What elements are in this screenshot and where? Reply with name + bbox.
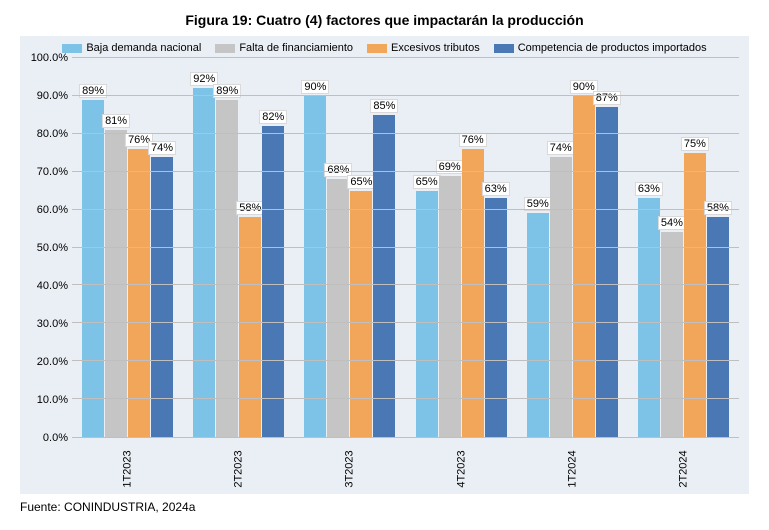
bar: 74% xyxy=(151,157,173,437)
bar-value-label: 90% xyxy=(301,80,329,94)
legend-swatch xyxy=(367,44,387,53)
bar: 74% xyxy=(550,157,572,437)
legend-label: Excesivos tributos xyxy=(391,42,480,54)
gridline xyxy=(72,95,739,96)
bar-value-label: 75% xyxy=(681,137,709,151)
y-tick-label: 0.0% xyxy=(43,432,68,444)
x-tick-label: 1T2023 xyxy=(103,413,153,524)
bar: 90% xyxy=(573,96,595,437)
bar: 58% xyxy=(707,217,729,437)
gridline xyxy=(72,57,739,58)
bar: 87% xyxy=(596,107,618,437)
y-axis: 0.0%10.0%20.0%30.0%40.0%50.0%60.0%70.0%8… xyxy=(30,58,72,438)
bar: 65% xyxy=(416,191,438,437)
x-tick-label: 2T2023 xyxy=(214,413,264,524)
bar-group: 59%74%90%87% xyxy=(517,58,628,437)
y-tick-label: 10.0% xyxy=(37,394,68,406)
bar-group: 63%54%75%58% xyxy=(628,58,739,437)
gridline xyxy=(72,360,739,361)
legend-item: Excesivos tributos xyxy=(367,42,480,54)
bar-value-label: 54% xyxy=(658,216,686,230)
legend: Baja demanda nacional Falta de financiami… xyxy=(30,42,739,54)
bar-group: 65%69%76%63% xyxy=(406,58,517,437)
y-tick-label: 30.0% xyxy=(37,318,68,330)
bar: 89% xyxy=(82,100,104,437)
x-tick-label: 3T2023 xyxy=(325,413,375,524)
y-tick-label: 80.0% xyxy=(37,128,68,140)
bar-value-label: 87% xyxy=(593,91,621,105)
bar: 82% xyxy=(262,126,284,437)
legend-label: Competencia de productos importados xyxy=(518,42,707,54)
gridline xyxy=(72,209,739,210)
legend-swatch xyxy=(494,44,514,53)
chart-title: Figura 19: Cuatro (4) factores que impac… xyxy=(20,12,749,28)
bar-group: 90%68%65%85% xyxy=(294,58,405,437)
bar-value-label: 74% xyxy=(547,141,575,155)
bar-value-label: 63% xyxy=(482,182,510,196)
bar-value-label: 74% xyxy=(148,141,176,155)
bar-value-label: 82% xyxy=(259,110,287,124)
gridline xyxy=(72,171,739,172)
y-tick-label: 90.0% xyxy=(37,90,68,102)
bar-value-label: 63% xyxy=(635,182,663,196)
legend-item: Baja demanda nacional xyxy=(62,42,201,54)
chart-area: Baja demanda nacional Falta de financiami… xyxy=(20,36,749,494)
legend-label: Falta de financiamiento xyxy=(239,42,353,54)
bar: 92% xyxy=(193,88,215,437)
y-tick-label: 60.0% xyxy=(37,204,68,216)
gridline xyxy=(72,322,739,323)
bar-value-label: 65% xyxy=(413,175,441,189)
y-tick-label: 70.0% xyxy=(37,166,68,178)
x-tick-label: 4T2023 xyxy=(436,413,486,524)
y-tick-label: 40.0% xyxy=(37,280,68,292)
gridline xyxy=(72,247,739,248)
legend-item: Falta de financiamiento xyxy=(215,42,353,54)
bar: 54% xyxy=(661,232,683,437)
bar-value-label: 65% xyxy=(347,175,375,189)
plot-area: 89%81%76%74%92%89%58%82%90%68%65%85%65%6… xyxy=(72,58,739,438)
gridline xyxy=(72,133,739,134)
bar: 76% xyxy=(462,149,484,437)
bar: 63% xyxy=(638,198,660,437)
bar-value-label: 76% xyxy=(459,133,487,147)
legend-label: Baja demanda nacional xyxy=(86,42,201,54)
gridline xyxy=(72,284,739,285)
y-tick-label: 100.0% xyxy=(31,52,68,64)
bar: 75% xyxy=(684,153,706,437)
bar-value-label: 85% xyxy=(370,99,398,113)
bar: 58% xyxy=(239,217,261,437)
x-axis: 1T20232T20233T20234T20231T20242T2024 xyxy=(72,444,739,494)
bar-group: 92%89%58%82% xyxy=(183,58,294,437)
gridline xyxy=(72,398,739,399)
bar: 89% xyxy=(216,100,238,437)
x-tick-label: 1T2024 xyxy=(547,413,597,524)
bar: 65% xyxy=(350,191,372,437)
y-tick-label: 20.0% xyxy=(37,356,68,368)
x-tick-label: 2T2024 xyxy=(658,413,708,524)
bar-groups: 89%81%76%74%92%89%58%82%90%68%65%85%65%6… xyxy=(72,58,739,437)
bar: 85% xyxy=(373,115,395,437)
legend-item: Competencia de productos importados xyxy=(494,42,707,54)
bar-value-label: 81% xyxy=(102,114,130,128)
bar: 63% xyxy=(485,198,507,437)
bar-group: 89%81% 76%74% xyxy=(72,58,183,437)
bar: 90% xyxy=(304,96,326,437)
legend-swatch xyxy=(215,44,235,53)
y-tick-label: 50.0% xyxy=(37,242,68,254)
bar: 76% xyxy=(128,149,150,437)
